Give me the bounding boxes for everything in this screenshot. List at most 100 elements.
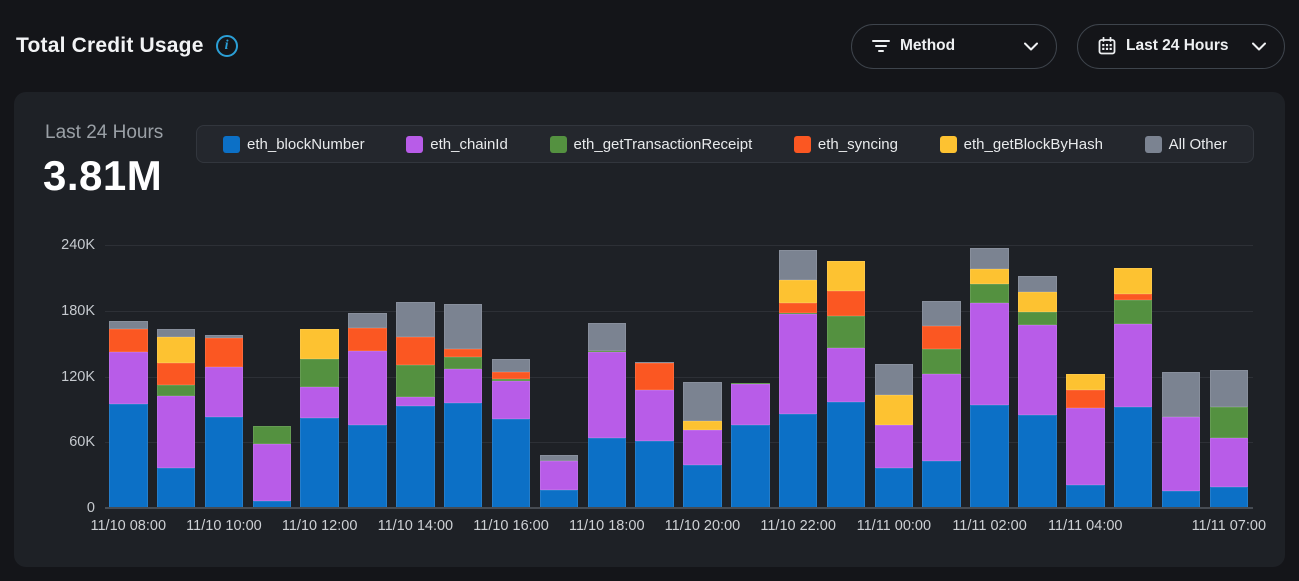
bar-11-10-18-00[interactable] xyxy=(587,322,626,509)
bar-11-11-00-00[interactable] xyxy=(874,364,914,509)
bar-segment xyxy=(731,383,770,385)
x-axis-tick-label: 11/10 10:00 xyxy=(186,518,262,534)
bar-segment xyxy=(970,284,1009,303)
bar-11-10-08-00[interactable] xyxy=(109,320,148,509)
bar-segment xyxy=(1066,389,1105,409)
legend-item[interactable]: eth_syncing xyxy=(793,135,898,153)
bar-segment xyxy=(443,402,483,509)
bar-segment xyxy=(922,460,961,509)
method-filter-dropdown[interactable]: Method xyxy=(851,23,1057,69)
bar-segment xyxy=(491,419,531,509)
y-axis-tick-label: 60K xyxy=(69,434,95,451)
bar-segment xyxy=(874,424,914,469)
x-axis-tick-label: 11/10 16:00 xyxy=(473,518,549,534)
calendar-icon xyxy=(1098,37,1116,55)
bar-11-10-19-00[interactable] xyxy=(635,362,674,509)
time-range-dropdown[interactable]: Last 24 Hours xyxy=(1077,23,1285,69)
bar-segment xyxy=(539,455,579,461)
bar-11-10-21-00[interactable] xyxy=(731,383,770,509)
legend-swatch xyxy=(223,135,240,153)
bar-segment xyxy=(443,304,483,350)
info-icon[interactable]: i xyxy=(215,35,238,57)
legend-swatch xyxy=(1144,135,1162,153)
legend-item[interactable]: eth_getTransactionReceipt xyxy=(549,135,752,153)
bar-segment xyxy=(587,437,626,509)
bar-segment xyxy=(491,378,531,381)
bar-segment xyxy=(348,351,387,425)
bar-segment xyxy=(1209,407,1249,438)
chevron-down-icon xyxy=(1252,42,1266,50)
legend-label: eth_getBlockByHash xyxy=(963,135,1103,153)
bar-segment xyxy=(396,406,435,509)
bar-segment xyxy=(731,384,770,425)
gridline xyxy=(105,245,1253,246)
legend-item[interactable]: All Other xyxy=(1144,135,1227,153)
x-axis-tick-label: 11/10 18:00 xyxy=(568,518,645,534)
bar-segment xyxy=(1018,324,1057,415)
bar-segment xyxy=(1113,407,1153,509)
bar-11-10-16-00[interactable] xyxy=(491,358,531,509)
legend-swatch xyxy=(406,135,424,153)
bar-segment xyxy=(348,312,387,329)
bar-segment xyxy=(109,320,148,330)
legend-label: eth_chainId xyxy=(430,135,508,153)
bar-11-11-01-00[interactable] xyxy=(922,300,961,509)
bar-11-10-10-00[interactable] xyxy=(204,334,244,509)
bar-segment xyxy=(443,349,483,357)
bar-segment xyxy=(396,365,435,398)
x-axis-tick-label: 11/10 20:00 xyxy=(664,518,741,534)
bar-11-11-04-00[interactable] xyxy=(1066,374,1105,509)
bar-segment xyxy=(1018,292,1057,312)
legend-label: eth_syncing xyxy=(817,135,898,153)
bar-segment xyxy=(300,358,339,388)
x-axis-tick-label: 11/11 02:00 xyxy=(952,518,1027,534)
y-axis-tick-label: 180K xyxy=(61,302,95,319)
bar-segment xyxy=(204,334,244,339)
bar-segment xyxy=(1113,294,1153,300)
bar-segment xyxy=(635,441,674,509)
legend-swatch xyxy=(793,135,811,153)
bar-11-10-11-00[interactable] xyxy=(252,425,292,509)
bar-segment xyxy=(443,356,483,369)
bar-11-10-09-00[interactable] xyxy=(156,329,196,509)
bar-11-10-20-00[interactable] xyxy=(683,381,722,509)
page-title: Total Credit Usage xyxy=(16,34,204,57)
bar-11-10-17-00[interactable] xyxy=(539,455,579,509)
plot-area: 0 60K 120K 180K 240K 11/10 08:00 11/10 10:00 11… xyxy=(61,237,1266,534)
bar-segment xyxy=(491,380,531,420)
bar-11-10-12-00[interactable] xyxy=(300,329,339,509)
title-group: Total Credit Usage i xyxy=(16,34,238,58)
bar-segment xyxy=(587,352,626,438)
bar-11-10-13-00[interactable] xyxy=(348,312,387,509)
bar-11-11-06-00[interactable] xyxy=(1161,372,1201,509)
bar-11-10-15-00[interactable] xyxy=(443,304,483,509)
bar-segment xyxy=(922,374,961,461)
credit-usage-dashboard: Total Credit Usage i Method xyxy=(14,23,1285,567)
bar-11-11-05-00[interactable] xyxy=(1113,267,1153,509)
bar-segment xyxy=(874,395,914,425)
bar-segment xyxy=(826,401,866,509)
bar-segment xyxy=(1066,408,1105,485)
legend-swatch xyxy=(939,135,957,153)
bar-segment xyxy=(300,329,339,359)
bar-segment xyxy=(1018,275,1057,293)
legend-item[interactable]: eth_getBlockByHash xyxy=(939,135,1103,153)
legend-item[interactable]: eth_chainId xyxy=(406,135,508,153)
bar-segment xyxy=(826,316,866,348)
time-range-label: Last 24 Hours xyxy=(1126,37,1229,54)
bar-11-10-14-00[interactable] xyxy=(396,301,435,509)
bar-11-10-23-00[interactable] xyxy=(826,261,866,509)
y-axis-tick-label: 240K xyxy=(61,237,95,253)
bar-11-11-07-00[interactable] xyxy=(1209,369,1249,509)
bar-segment xyxy=(970,404,1009,509)
bar-11-11-02-00[interactable] xyxy=(970,248,1009,509)
bar-11-10-22-00[interactable] xyxy=(778,250,818,509)
bar-segment xyxy=(778,303,818,313)
bar-11-11-03-00[interactable] xyxy=(1018,275,1057,509)
bar-segment xyxy=(396,301,435,337)
x-axis-tick-label: 11/10 14:00 xyxy=(377,518,454,534)
legend-item[interactable]: eth_blockNumber xyxy=(223,135,365,153)
bar-segment xyxy=(1066,374,1105,390)
bar-segment xyxy=(204,338,244,367)
bar-segment xyxy=(156,396,196,469)
